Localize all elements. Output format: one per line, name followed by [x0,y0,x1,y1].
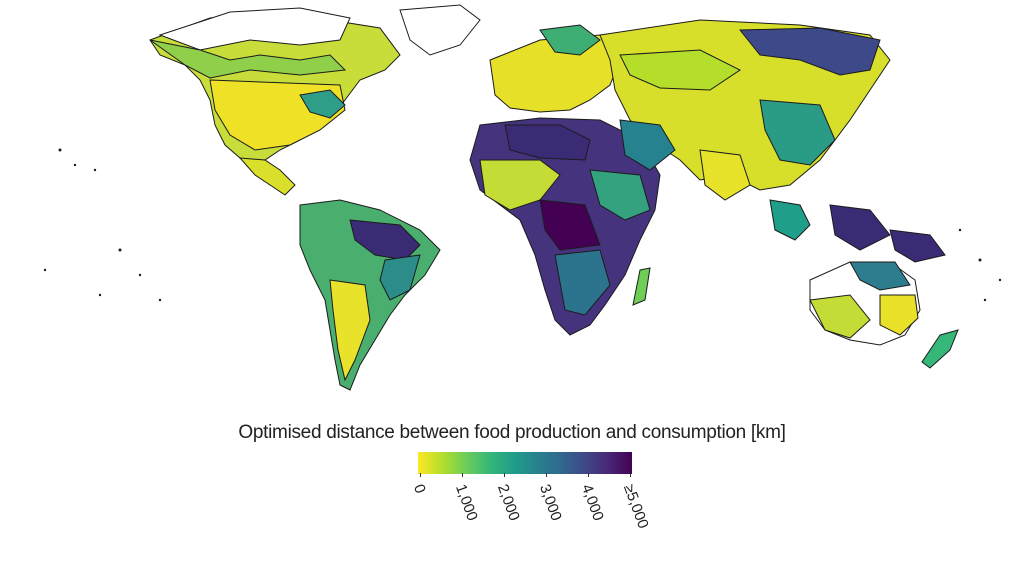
colorbar-tick-label: 3,000 [536,482,565,524]
colorbar [418,452,632,474]
new-zealand [921,329,959,369]
greenland [399,4,481,56]
madagascar [632,267,651,306]
world-map [43,4,1002,391]
pacific-islands [43,148,1002,302]
asia [599,19,891,201]
colorbar-tick-mark [630,473,631,477]
south-america [299,199,441,391]
legend-title: Optimised distance between food producti… [238,422,786,443]
australia [809,261,921,346]
southeast-asia-islands [769,199,946,263]
europe [489,24,621,113]
colorbar-tick-label: 0 [410,482,429,496]
colorbar-tick-mark [546,473,547,477]
colorbar-tick-mark [504,473,505,477]
north-america [149,7,401,196]
colorbar-tick-label: 4,000 [578,482,607,524]
colorbar-tick-label: 2,000 [494,482,523,524]
colorbar-tick-mark [462,473,463,477]
colorbar-tick-label: 1,000 [452,482,481,524]
colorbar-tick-mark [588,473,589,477]
colorbar-tick-mark [420,473,421,477]
africa [469,117,661,336]
colorbar-tick-label: ≥5,000 [620,482,652,531]
